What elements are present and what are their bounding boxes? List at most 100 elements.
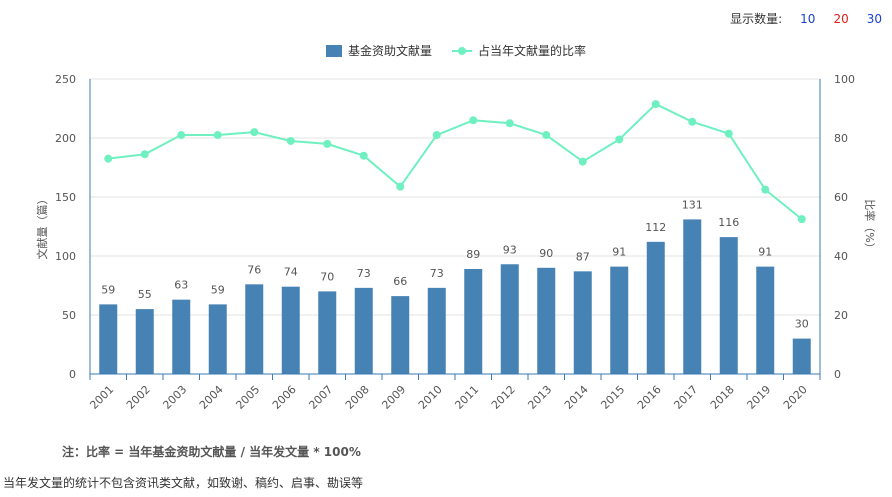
y-right-tick-label: 80 [834, 132, 848, 145]
bar [756, 266, 775, 374]
bar-data-label: 93 [503, 243, 517, 256]
display-count-option-20[interactable]: 20 [833, 11, 849, 26]
bar-data-label: 74 [284, 266, 298, 279]
bar [464, 268, 483, 374]
display-count-option-10[interactable]: 10 [800, 11, 816, 26]
ratio-point [505, 119, 514, 128]
bar-data-label: 63 [174, 279, 188, 292]
ratio-point [615, 135, 624, 144]
ratio-point [213, 131, 222, 140]
bar [573, 271, 592, 374]
bar-data-label: 89 [466, 248, 480, 261]
bar [683, 219, 702, 374]
bar-data-label: 87 [576, 250, 590, 263]
bar [792, 338, 811, 374]
y-left-tick-label: 50 [62, 309, 76, 322]
ratio-note: 注：比率 = 当年基金资助文献量 / 当年发文量 * 100% [62, 445, 361, 459]
bar-data-label: 55 [138, 288, 152, 301]
x-tick-label: 2012 [489, 383, 518, 412]
bar [208, 304, 227, 374]
x-tick-label: 2006 [270, 383, 299, 412]
ratio-point [688, 117, 697, 126]
bar-data-label: 131 [682, 198, 703, 211]
bar-data-label: 73 [357, 267, 371, 280]
x-tick-label: 2018 [708, 383, 737, 412]
x-tick-label: 2016 [635, 383, 664, 412]
bar-data-label: 91 [758, 246, 772, 259]
y-right-tick-label: 60 [834, 191, 848, 204]
x-tick-label: 2003 [160, 383, 189, 412]
y-right-tick-label: 0 [834, 368, 841, 381]
x-tick-label: 2009 [379, 383, 408, 412]
ratio-point [469, 116, 478, 125]
footnote: 当年发文量的统计不包含资讯类文献，如致谢、稿约、启事、勘误等 [3, 476, 364, 490]
ratio-point [432, 131, 441, 140]
ratio-point [542, 131, 551, 140]
bar [427, 287, 446, 374]
ratio-point [724, 129, 733, 138]
y-right-tick-label: 100 [834, 73, 855, 86]
x-tick-label: 2008 [343, 383, 372, 412]
y-left-tick-label: 100 [55, 250, 76, 263]
ratio-point [323, 139, 332, 148]
bar-data-label: 76 [247, 263, 261, 276]
bar [500, 264, 519, 374]
bar [135, 309, 154, 374]
y-left-axis-title: 文献量（篇） [35, 194, 49, 260]
x-tick-label: 2004 [197, 383, 226, 412]
display-count-option-30[interactable]: 30 [866, 11, 882, 26]
bar [281, 286, 300, 374]
x-tick-label: 2020 [781, 383, 810, 412]
bar-data-label: 70 [320, 270, 334, 283]
bar-data-label: 66 [393, 275, 407, 288]
bar-data-label: 90 [539, 247, 553, 260]
funding-chart: 59 55 63 59 76 74 70 73 66 73 89 93 90 87 91 112 131 116 9… [35, 43, 877, 412]
legend-bar-label: 基金资助文献量 [348, 43, 432, 58]
x-tick-label: 2019 [744, 383, 773, 412]
ratio-point [104, 154, 113, 163]
ratio-point [396, 182, 405, 191]
bar-data-label: 116 [718, 216, 739, 229]
legend-bar-swatch [326, 45, 342, 57]
y-left-tick-label: 250 [55, 73, 76, 86]
x-tick-label: 2010 [416, 383, 445, 412]
legend-line-label: 占当年文献量的比率 [478, 43, 586, 58]
ratio-point [797, 215, 806, 224]
x-tick-label: 2013 [525, 383, 554, 412]
x-tick-label: 2007 [306, 383, 335, 412]
y-left-tick-label: 0 [69, 368, 76, 381]
bar [99, 304, 118, 374]
bar [172, 299, 191, 374]
bar-data-label: 59 [101, 283, 115, 296]
y-left-tick-label: 200 [55, 132, 76, 145]
x-tick-label: 2001 [87, 383, 116, 412]
bar-data-label: 59 [211, 283, 225, 296]
ratio-point [250, 128, 259, 137]
bar-data-label: 112 [645, 221, 666, 234]
ratio-line [108, 102, 803, 220]
ratio-point [177, 131, 186, 140]
bar [391, 296, 410, 374]
x-tick-label: 2017 [671, 383, 700, 412]
bar [354, 287, 373, 374]
bar-data-label: 30 [795, 318, 809, 331]
bar [646, 241, 665, 374]
legend-line-marker [458, 47, 466, 55]
y-right-tick-label: 20 [834, 309, 848, 322]
x-tick-label: 2015 [598, 383, 627, 412]
y-right-axis-title: 比率（%） [863, 199, 877, 253]
ratio-point [761, 185, 770, 194]
x-tick-label: 2002 [124, 383, 153, 412]
display-count-selector: 显示数量: 10 20 30 [730, 10, 882, 27]
ratio-point [359, 151, 368, 160]
y-right-tick-label: 40 [834, 250, 848, 263]
ratio-point [578, 157, 587, 166]
bar [318, 291, 337, 374]
bar [719, 237, 738, 374]
bar [610, 266, 629, 374]
ratio-point [286, 136, 295, 145]
x-tick-label: 2011 [452, 383, 481, 412]
bar [245, 284, 264, 374]
bar-data-label: 91 [612, 246, 626, 259]
bar [537, 267, 556, 374]
